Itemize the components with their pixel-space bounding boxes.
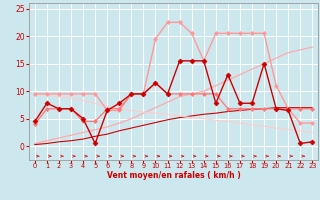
X-axis label: Vent moyen/en rafales ( km/h ): Vent moyen/en rafales ( km/h ) xyxy=(107,171,240,180)
